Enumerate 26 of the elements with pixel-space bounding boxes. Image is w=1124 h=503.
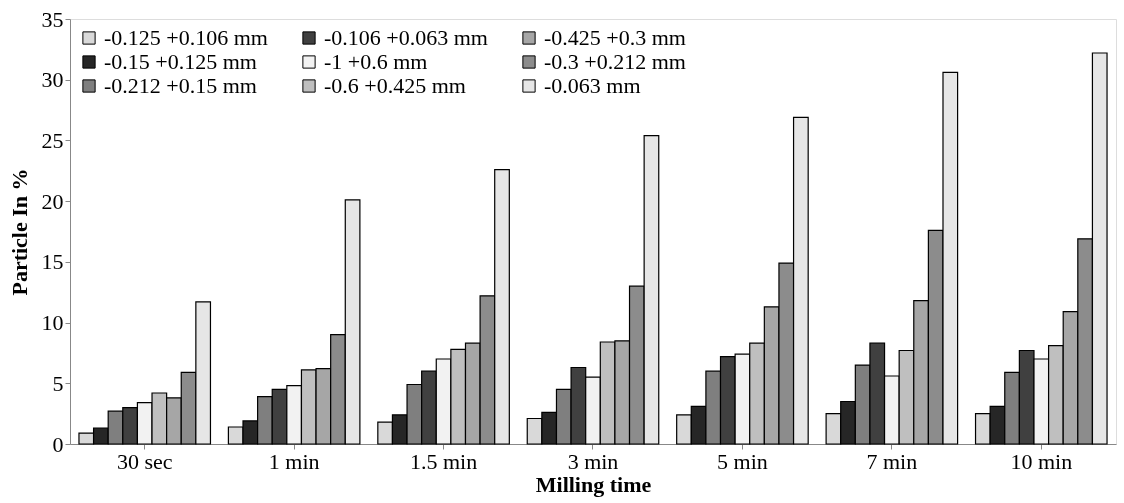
y-tick-label: 35 <box>41 6 64 32</box>
x-tick-label: 30 sec <box>116 448 173 474</box>
x-tick-label: 7 min <box>866 448 918 474</box>
x-tick-label: 1.5 min <box>409 448 478 474</box>
legend-label: -0.063 mm <box>544 73 641 98</box>
legend-label: -0.125 +0.106 mm <box>104 25 268 50</box>
y-tick-label: 20 <box>41 188 64 214</box>
y-tick-label: 5 <box>52 370 64 396</box>
legend-label: -0.3 +0.212 mm <box>544 49 686 74</box>
legend-label: -1 +0.6 mm <box>324 49 428 74</box>
legend-label: -0.15 +0.125 mm <box>104 49 257 74</box>
x-axis-title: Milling time <box>535 471 652 497</box>
y-tick-label: 15 <box>41 249 64 275</box>
legend-label: -0.106 +0.063 mm <box>324 25 488 50</box>
x-tick-label: 10 min <box>1010 448 1073 474</box>
y-tick-label: 30 <box>41 67 64 93</box>
legend-label: -0.6 +0.425 mm <box>324 73 466 98</box>
legend-label: -0.425 +0.3 mm <box>544 25 686 50</box>
y-tick-label: 10 <box>41 310 64 336</box>
x-tick-label: 5 min <box>717 448 768 474</box>
y-tick-label: 0 <box>52 431 64 457</box>
legend-label: -0.212 +0.15 mm <box>104 73 257 98</box>
x-tick-label: 1 min <box>268 448 320 474</box>
y-tick-label: 25 <box>41 127 64 153</box>
y-axis-title: Particle In % <box>6 168 32 296</box>
x-tick-label: 3 min <box>567 448 619 474</box>
